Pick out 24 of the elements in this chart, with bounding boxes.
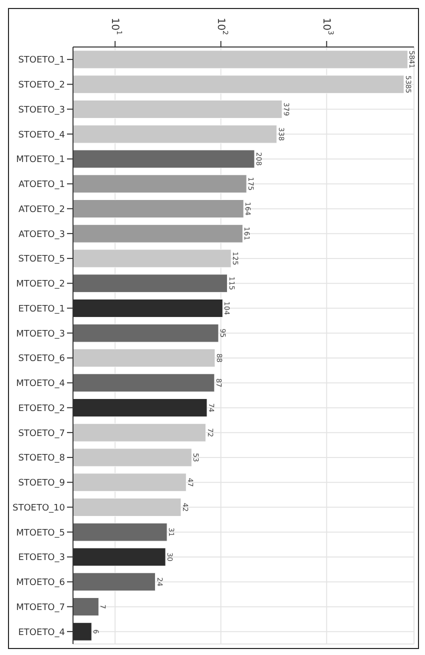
y-tick-label: STOETO_8 (18, 454, 66, 464)
y-tick-label: STOETO_7 (18, 428, 65, 439)
y-tick-label: MTOETO_2 (16, 280, 65, 290)
y-tick-label: ETOETO_4 (18, 628, 66, 638)
y-tick-label: STOETO_6 (18, 354, 66, 364)
y-tick-label: MTOETO_1 (16, 155, 65, 166)
y-tick-label: MTOETO_7 (16, 602, 65, 613)
y-tick-label: STOETO_2 (18, 80, 65, 91)
y-tick-label: ETOETO_2 (18, 404, 65, 414)
y-tick-label: MTOETO_4 (16, 379, 66, 390)
y-tick-label: MTOETO_3 (16, 329, 65, 340)
y-tick-label: STOETO_5 (18, 254, 65, 265)
y-tick-label: ATOETO_3 (18, 230, 65, 240)
y-tick-label: ETOETO_3 (18, 553, 65, 564)
y-tick-label: STOETO_1 (18, 56, 65, 66)
y-tick-label: STOETO_4 (18, 130, 66, 140)
y-tick-label: ATOETO_2 (18, 204, 65, 215)
y-tick-label: MTOETO_6 (16, 578, 66, 588)
y-tick-label: ATOETO_1 (18, 180, 65, 190)
y-tick-label: ETOETO_1 (18, 304, 65, 314)
y-tick-label: MTOETO_5 (16, 528, 65, 538)
y-tick-label: STOETO_9 (18, 478, 66, 489)
y-tick-label: STOETO_3 (18, 105, 65, 116)
y-tick-label: STOETO_10 (12, 503, 66, 514)
